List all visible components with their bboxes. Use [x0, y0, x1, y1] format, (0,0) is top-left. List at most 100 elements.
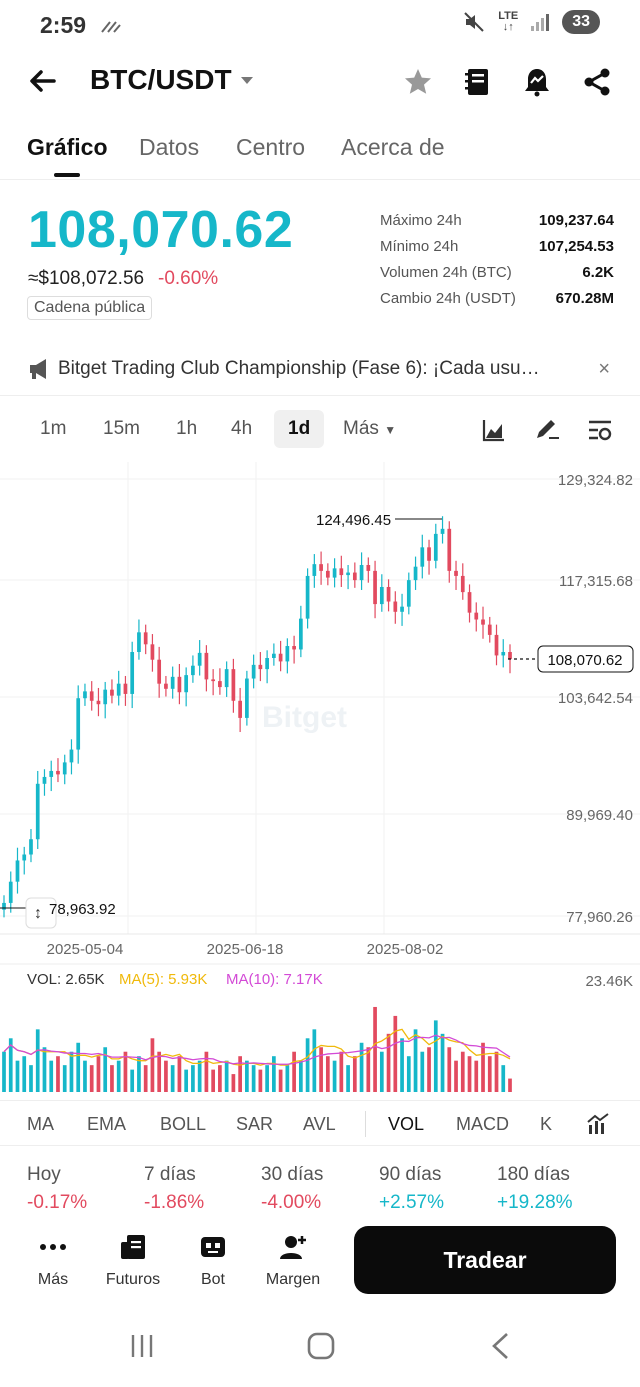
notebook-icon[interactable] — [462, 66, 494, 98]
tab-datos[interactable]: Datos — [139, 134, 200, 160]
ma5-label: MA(5): 5.93K — [119, 971, 207, 988]
candle-body — [62, 762, 67, 775]
candle-body — [170, 676, 175, 689]
more-button[interactable]: Más — [18, 1234, 88, 1289]
volume-bar — [123, 1051, 128, 1092]
candle-body — [481, 619, 485, 625]
indicator-ma[interactable]: MA — [27, 1114, 54, 1134]
indicator-settings-icon[interactable] — [586, 1112, 610, 1136]
interval-4h[interactable]: 4h — [231, 418, 253, 439]
indicator-boll[interactable]: BOLL — [160, 1114, 207, 1134]
volume-bar — [447, 1047, 452, 1092]
stat-value: 107,254.53 — [538, 238, 614, 255]
recent-apps-icon[interactable] — [128, 1332, 156, 1360]
volume-bar — [56, 1056, 60, 1092]
interval-more[interactable]: Más ▼ — [343, 418, 396, 440]
announcement-banner[interactable]: Bitget Trading Club Championship (Fase 6… — [0, 340, 640, 396]
back-nav-icon[interactable] — [488, 1331, 512, 1361]
candle-body — [76, 698, 81, 750]
drawing-tool-icon[interactable] — [533, 416, 561, 444]
candle-body — [406, 580, 411, 607]
indicator-macd[interactable]: MACD — [456, 1114, 509, 1134]
volume-bar — [251, 1065, 256, 1092]
candle-body — [96, 700, 101, 705]
indicator-sar[interactable]: SAR — [236, 1114, 274, 1134]
volume-bar — [420, 1051, 425, 1092]
indicator-k[interactable]: K — [540, 1114, 553, 1134]
perf-value: +2.57% — [379, 1192, 444, 1213]
chain-badge[interactable]: Cadena pública — [27, 296, 153, 320]
tab-centro[interactable]: Centro — [236, 134, 306, 160]
volume-bar — [42, 1047, 47, 1092]
margin-button[interactable]: Margen — [258, 1234, 328, 1289]
candle-body — [352, 572, 357, 581]
vol-label: VOL: 2.65K — [27, 971, 105, 988]
volume-bar — [460, 1051, 465, 1092]
volume-bar — [103, 1047, 108, 1092]
perf-90d: 90 días +2.57% — [379, 1164, 444, 1214]
volume-bar — [29, 1065, 33, 1092]
volume-bar — [96, 1056, 101, 1092]
candle-body — [400, 606, 404, 612]
candle-body — [346, 572, 350, 576]
robot-icon — [201, 1237, 225, 1257]
volume-bar — [110, 1065, 114, 1092]
interval-1h[interactable]: 1h — [176, 418, 198, 439]
pair-title[interactable]: BTC/USDT — [90, 64, 232, 95]
perf-value: -0.17% — [27, 1192, 88, 1213]
volume-bar — [35, 1029, 40, 1092]
futures-button[interactable]: Futuros — [98, 1234, 168, 1289]
indicator-vol[interactable]: VOL — [388, 1114, 425, 1134]
stat-label: Volumen 24h (BTC) — [380, 264, 512, 281]
stat-label: Cambio 24h (USDT) — [380, 290, 516, 307]
tab-acerca-de[interactable]: Acerca de — [341, 134, 445, 160]
volume-bar — [130, 1069, 135, 1092]
trade-button[interactable]: Tradear — [354, 1226, 616, 1294]
indicator-avl[interactable]: AVL — [303, 1114, 336, 1134]
candle-body — [373, 570, 377, 605]
candle-body — [89, 691, 94, 701]
interval-1d[interactable]: 1d — [274, 410, 325, 448]
ma10-line — [3, 1034, 511, 1065]
volume-bar — [366, 1047, 371, 1092]
volume-bar — [393, 1015, 398, 1092]
price-chart[interactable]: Bitget 129,324.82 117,315.68 103,642.54 89,9… — [0, 462, 640, 1102]
volume-bar — [359, 1042, 364, 1092]
price-change: -0.60% — [158, 268, 219, 289]
volume-bar — [116, 1060, 121, 1092]
candle-body — [211, 679, 216, 682]
candle-body — [2, 902, 6, 910]
volume-bar — [339, 1051, 344, 1092]
chart-area[interactable]: Bitget 129,324.82 117,315.68 103,642.54 89,9… — [0, 462, 640, 1102]
tab-grafico[interactable]: Gráfico — [27, 134, 108, 160]
home-icon[interactable] — [306, 1331, 336, 1361]
share-icon[interactable] — [581, 66, 613, 98]
perf-30d: 30 días -4.00% — [261, 1164, 323, 1214]
volume-bar — [346, 1065, 350, 1092]
bot-button[interactable]: Bot — [178, 1234, 248, 1289]
chevron-down-icon[interactable] — [240, 76, 254, 86]
y-tick-label: 89,969.40 — [566, 807, 633, 824]
last-price: 108,070.62 — [28, 201, 294, 259]
close-icon[interactable]: × — [598, 358, 610, 380]
volume-bar — [197, 1060, 202, 1092]
candle-body — [487, 624, 492, 635]
candle-body — [157, 659, 162, 684]
back-arrow-icon[interactable] — [26, 64, 60, 98]
price-alert-icon[interactable] — [521, 66, 553, 98]
last-price-label: 108,070.62 — [547, 652, 622, 669]
volume-bar — [454, 1060, 458, 1092]
interval-1m[interactable]: 1m — [40, 418, 67, 439]
status-icons: LTE ↓↑ 33 — [462, 10, 600, 34]
interval-15m[interactable]: 15m — [103, 418, 140, 439]
chart-settings-icon[interactable] — [586, 416, 614, 444]
indicator-ema[interactable]: EMA — [87, 1114, 127, 1134]
star-icon[interactable] — [402, 66, 434, 98]
volume-bar — [164, 1060, 168, 1092]
volume-bar — [373, 1006, 377, 1092]
candle-body — [494, 634, 499, 656]
volume-bar — [481, 1042, 485, 1092]
chart-type-icon[interactable] — [480, 416, 508, 444]
volume-bar — [487, 1056, 492, 1092]
volume-bar — [211, 1069, 216, 1092]
